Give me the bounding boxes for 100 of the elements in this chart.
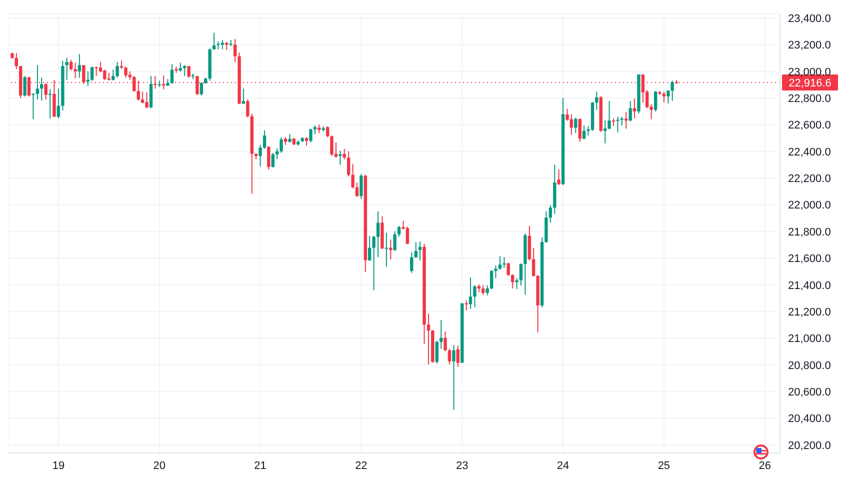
candlestick (662, 91, 666, 104)
y-tick-label: 20,200.0 (788, 440, 831, 452)
candlestick (103, 69, 106, 80)
candlestick (490, 270, 494, 290)
candlestick (448, 348, 452, 365)
y-tick-label: 23,400.0 (788, 12, 831, 25)
candlestick (557, 168, 560, 186)
candlestick (346, 150, 350, 177)
candlestick (262, 130, 266, 150)
x-tick-label: 24 (556, 460, 570, 472)
candlestick (384, 232, 388, 268)
y-tick-label: 22,200.0 (788, 173, 831, 186)
x-tick-label: 23 (456, 460, 468, 472)
candlestick (65, 57, 68, 80)
candlestick (271, 152, 274, 168)
candlestick (616, 116, 620, 133)
candlestick (641, 74, 645, 104)
candlestick (170, 64, 174, 84)
y-tick-label: 21,200.0 (788, 306, 831, 318)
candlestick (233, 38, 237, 62)
candlestick (574, 117, 578, 134)
candlestick (464, 300, 468, 311)
candlestick (473, 284, 476, 308)
candlestick (468, 277, 472, 310)
candlestick (548, 204, 552, 224)
candlestick (74, 62, 77, 79)
candlestick (486, 284, 489, 296)
candlestick (90, 66, 94, 82)
y-tick-label: 21,000.0 (788, 333, 831, 346)
candlestick (216, 40, 220, 50)
candlestick (519, 262, 523, 286)
candlestick (670, 80, 674, 102)
y-tick-label: 20,800.0 (788, 360, 831, 372)
candlestick (309, 128, 312, 143)
candlestick (632, 98, 636, 119)
candlestick (376, 210, 380, 258)
y-tick-label: 21,400.0 (788, 280, 831, 292)
y-tick-label: 22,600.0 (788, 120, 831, 132)
candlestick (40, 77, 44, 101)
x-tick-label: 25 (658, 460, 670, 472)
y-tick-label: 22,800.0 (788, 92, 831, 105)
candlestick (456, 345, 460, 368)
candlestick (162, 74, 166, 90)
candlestick (355, 182, 359, 198)
candlestick (200, 82, 204, 96)
candlestick (510, 274, 514, 289)
y-tick-label: 23,200.0 (788, 40, 831, 52)
candlestick (145, 92, 148, 109)
candlestick (654, 90, 658, 112)
candlestick (532, 247, 536, 278)
candlestick (246, 99, 250, 118)
candlestick (280, 136, 283, 154)
candlestick (444, 331, 447, 352)
candlestick (414, 242, 418, 258)
candlestick (330, 135, 334, 156)
candlestick (351, 163, 354, 189)
candlestick (426, 313, 430, 365)
candlestick (666, 90, 670, 104)
candlestick (32, 92, 35, 120)
x-tick-label: 22 (355, 460, 368, 472)
candlestick (624, 112, 628, 130)
candlestick (582, 125, 586, 140)
ref-line-label: 22,916.6 (788, 78, 832, 90)
candlestick (326, 126, 330, 138)
candlestick (242, 88, 246, 105)
y-tick-label: 20,600.0 (788, 386, 831, 399)
candlestick (94, 66, 98, 77)
candlestick (212, 32, 216, 50)
candlestick (435, 340, 438, 364)
candlestick (116, 61, 119, 78)
candlestick (69, 59, 73, 71)
x-tick-label: 21 (254, 460, 266, 472)
candlestick (410, 252, 414, 274)
x-tick-label: 26 (758, 460, 771, 472)
candlestick (48, 88, 52, 119)
candlestick (78, 54, 82, 78)
candlestick (604, 120, 607, 144)
candlestick (482, 284, 485, 296)
candlestick (528, 225, 532, 261)
candlestick (608, 100, 611, 130)
candlestick (258, 144, 262, 167)
candlestick (36, 64, 40, 100)
candlestick (267, 146, 270, 170)
candlestick (389, 239, 392, 260)
y-tick-label: 22,000.0 (788, 200, 831, 212)
candlestick (397, 225, 401, 238)
candlestick (149, 76, 153, 109)
candlestick (393, 230, 396, 252)
candlestick (440, 319, 443, 350)
y-tick-label: 21,800.0 (788, 226, 831, 238)
candlestick (628, 100, 632, 122)
x-tick-label: 20 (153, 460, 166, 472)
candlestick (578, 118, 582, 142)
candlestick (502, 256, 506, 268)
candlestick (187, 66, 190, 78)
y-tick-label: 21,600.0 (788, 253, 831, 266)
candlestick (498, 256, 502, 270)
candlestick (276, 148, 279, 160)
candlestick (494, 265, 498, 279)
x-tick-label: 19 (52, 460, 65, 472)
